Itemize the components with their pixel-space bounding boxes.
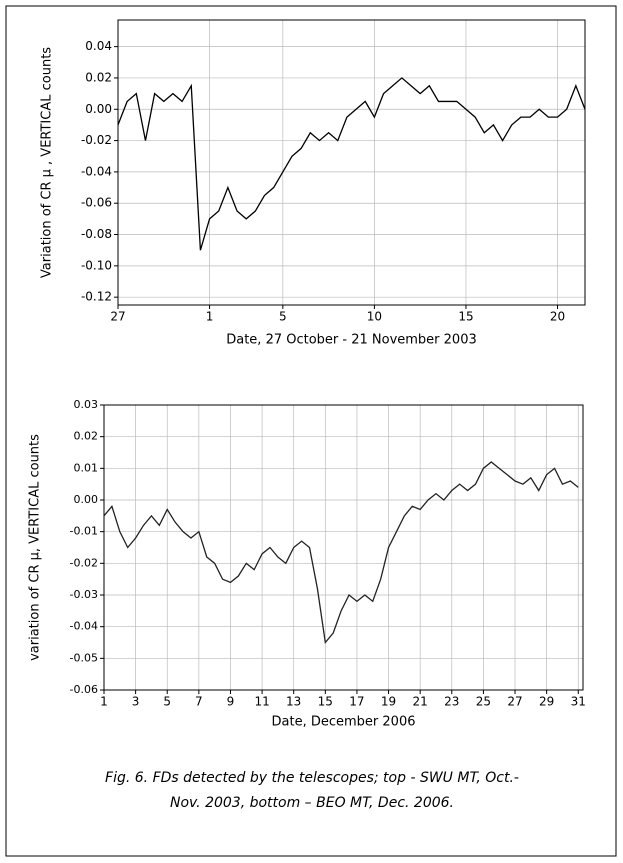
y-tick-label: -0.06 xyxy=(70,683,98,696)
x-tick-label: 5 xyxy=(163,695,171,709)
caption-line: Fig. 6. FDs detected by the telescopes; … xyxy=(105,770,519,786)
x-tick-label: 15 xyxy=(458,310,473,324)
x-tick-label: 15 xyxy=(318,695,333,709)
y-tick-label: -0.10 xyxy=(81,258,112,272)
y-tick-label: -0.06 xyxy=(81,196,112,210)
x-tick-label: 25 xyxy=(476,695,491,709)
y-tick-label: -0.05 xyxy=(70,651,98,664)
y-tick-label: 0.01 xyxy=(74,461,99,474)
y-tick-label: 0.03 xyxy=(74,398,99,411)
x-tick-label: 23 xyxy=(444,695,459,709)
data-line xyxy=(117,77,586,251)
x-tick-label: 29 xyxy=(539,695,554,709)
data-line xyxy=(103,461,579,645)
x-tick-label: 13 xyxy=(286,695,301,709)
x-tick-label: 17 xyxy=(349,695,364,709)
x-tick-label: 27 xyxy=(507,695,522,709)
x-tick-label: 1 xyxy=(100,695,108,709)
x-tick-label: 10 xyxy=(367,310,382,324)
y-tick-label: -0.04 xyxy=(81,164,112,178)
figure-border xyxy=(5,5,617,857)
y-tick-label: 0.00 xyxy=(74,493,99,506)
x-tick-label: 3 xyxy=(132,695,140,709)
x-axis-title: Date, 27 October - 21 November 2003 xyxy=(226,333,477,348)
plot-frame xyxy=(103,404,584,691)
y-tick-label: 0.00 xyxy=(85,102,112,116)
y-tick-label: -0.02 xyxy=(70,556,98,569)
x-tick-label: 27 xyxy=(110,310,125,324)
x-tick-label: 20 xyxy=(550,310,565,324)
y-tick-label: -0.02 xyxy=(81,133,112,147)
x-tick-label: 1 xyxy=(206,310,214,324)
x-tick-label: 11 xyxy=(254,695,269,709)
x-tick-label: 9 xyxy=(227,695,235,709)
y-tick-label: -0.08 xyxy=(81,227,112,241)
y-tick-label: -0.01 xyxy=(70,525,98,538)
x-tick-label: 31 xyxy=(571,695,586,709)
y-axis-title: Variation of CR μ , VERTICAL counts xyxy=(40,47,55,278)
y-tick-label: 0.02 xyxy=(85,70,112,84)
x-tick-label: 21 xyxy=(413,695,428,709)
y-tick-label: -0.03 xyxy=(70,588,98,601)
y-tick-label: -0.12 xyxy=(81,290,112,304)
y-tick-label: 0.02 xyxy=(74,430,99,443)
x-tick-label: 19 xyxy=(381,695,396,709)
x-tick-label: 5 xyxy=(279,310,287,324)
x-axis-title: Date, December 2006 xyxy=(272,715,416,730)
y-tick-label: -0.04 xyxy=(70,620,98,633)
caption-line: Nov. 2003, bottom – BEO MT, Dec. 2006. xyxy=(170,795,454,811)
plot-frame xyxy=(117,19,586,306)
y-axis-title: variation of CR μ, VERTICAL counts xyxy=(28,434,43,661)
y-tick-label: 0.04 xyxy=(85,39,112,53)
x-tick-label: 7 xyxy=(195,695,203,709)
